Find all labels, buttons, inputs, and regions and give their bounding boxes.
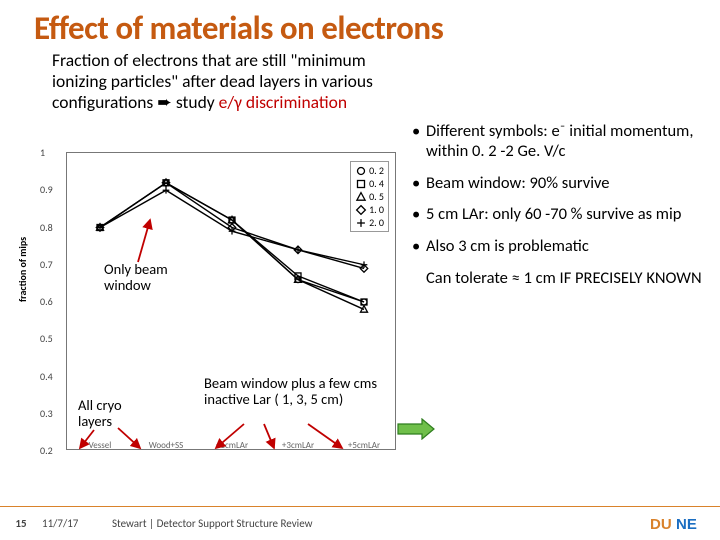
ytick-label: 1 xyxy=(40,146,62,159)
red-arrow-icon xyxy=(102,216,162,264)
red-arrow-icon xyxy=(212,420,372,450)
slide-subtitle: Fraction of electrons that are still "mi… xyxy=(0,48,400,113)
ytick-label: 0.6 xyxy=(40,295,62,308)
svg-text:NE: NE xyxy=(676,516,697,533)
slide-title: Effect of materials on electrons xyxy=(0,0,720,48)
subtitle-b: study xyxy=(176,91,219,113)
footer-title: Stewart | Detector Support Structure Rev… xyxy=(104,517,650,530)
legend-item: 2. 0 xyxy=(355,216,384,229)
ytick-label: 0.5 xyxy=(40,332,62,345)
footer-page: 15 xyxy=(0,517,42,530)
footer-date: 11/7/17 xyxy=(42,517,104,530)
chart-legend: 0. 20. 40. 51. 02. 0 xyxy=(350,161,389,232)
svg-text:DU: DU xyxy=(650,516,672,533)
ytick-label: 0.8 xyxy=(40,221,62,234)
bullet-item: •Different symbols: e⁻ initial momentum,… xyxy=(412,122,712,162)
chart-ylabel: fraction of mips xyxy=(16,237,29,302)
annotation-only-beam: Only beam window xyxy=(104,262,184,294)
ytick-label: 0.4 xyxy=(40,370,62,383)
bullet-item: •Beam window: 90% survive xyxy=(412,174,712,194)
red-arrow-icon xyxy=(76,406,186,450)
ytick-label: 0.2 xyxy=(40,444,62,457)
green-arrow-icon xyxy=(396,418,436,445)
dune-logo-icon: DU NE xyxy=(650,514,706,534)
bullet-item: •Also 3 cm is problematic xyxy=(412,237,712,257)
ytick-label: 0.9 xyxy=(40,183,62,196)
arrow-glyph-icon: ➨ xyxy=(157,92,172,112)
footer: 15 11/7/17 Stewart | Detector Support St… xyxy=(0,506,720,540)
legend-item: 0. 4 xyxy=(355,177,384,190)
annotation-beam-plus: Beam window plus a few cms inactive Lar … xyxy=(204,376,384,408)
bullet-item: •5 cm LAr: only 60 -70 % survive as mip xyxy=(412,205,712,225)
ytick-label: 0.3 xyxy=(40,407,62,420)
footer-logo: DU NE xyxy=(650,514,720,534)
legend-item: 0. 2 xyxy=(355,164,384,177)
slide: Effect of materials on electrons Fractio… xyxy=(0,0,720,540)
legend-item: 0. 5 xyxy=(355,190,384,203)
legend-item: 1. 0 xyxy=(355,203,384,216)
bullet-item: •Can tolerate ≈ 1 cm IF PRECISELY KNOWN xyxy=(412,269,712,289)
chart: fraction of mips 0.20.30.40.50.60.70.80.… xyxy=(32,144,412,454)
subtitle-c: e/γ discrimination xyxy=(219,91,347,113)
bullet-list: •Different symbols: e⁻ initial momentum,… xyxy=(412,122,712,301)
ytick-label: 0.7 xyxy=(40,258,62,271)
